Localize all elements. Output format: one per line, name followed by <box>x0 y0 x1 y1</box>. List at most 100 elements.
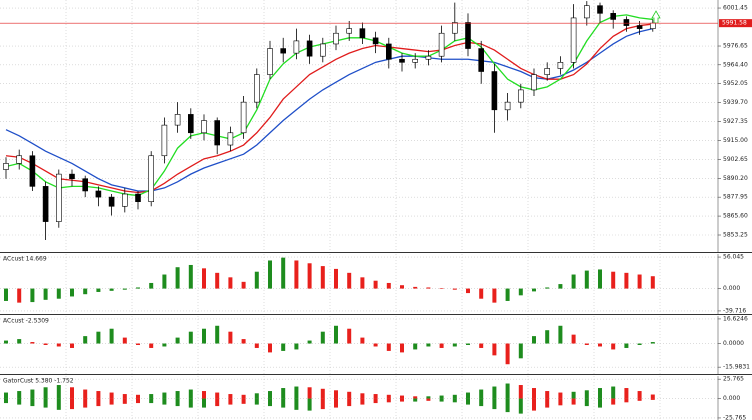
y-tick-label: 5939.70 <box>723 99 748 106</box>
candle-body <box>227 132 234 146</box>
gator-bar <box>545 391 550 399</box>
gator-bar <box>17 398 22 405</box>
moving-average <box>5 14 653 197</box>
candle-body <box>412 58 419 63</box>
histogram-bar <box>83 288 88 295</box>
gator-bar <box>294 386 299 399</box>
histogram-bar <box>584 270 589 289</box>
histogram-bar <box>624 343 629 348</box>
histogram-bar <box>584 343 589 345</box>
candle-body <box>267 48 273 75</box>
gator-bar <box>532 388 536 399</box>
y-tick-label: 5890.20 <box>723 175 748 182</box>
histogram-bar <box>426 287 431 289</box>
candle-body <box>95 190 102 198</box>
histogram-bar <box>532 288 536 292</box>
gator-bar <box>505 398 510 413</box>
y-tick-label: 5952.05 <box>723 80 748 87</box>
y-tick-label: 5877.95 <box>723 194 748 201</box>
gator-bar <box>532 398 536 411</box>
gator-bar <box>70 387 74 399</box>
candle-body <box>201 120 207 134</box>
gator-bar <box>136 398 140 404</box>
gator-bar <box>30 398 35 407</box>
gator-bar <box>373 394 378 399</box>
gator-bar <box>505 383 510 399</box>
histogram-bar <box>571 334 576 344</box>
gator-bar <box>598 388 602 399</box>
gator-bar <box>400 398 404 402</box>
histogram-bar <box>439 288 444 289</box>
gator-bar <box>452 394 457 399</box>
gator-bar <box>518 385 523 399</box>
gator-bar <box>334 398 338 408</box>
histogram-bar <box>294 343 299 350</box>
y-tick-label: -39.716 <box>723 307 746 314</box>
candle-body <box>425 55 432 60</box>
gator-bar <box>56 398 61 410</box>
histogram-bar <box>400 343 404 353</box>
histogram-bar <box>109 328 114 344</box>
histogram-bar <box>281 343 286 351</box>
candle-body <box>438 32 445 57</box>
candle-body <box>610 13 617 20</box>
gator-bar <box>650 394 655 399</box>
y-tick-label: -15.9831 <box>723 364 750 371</box>
gator-bar <box>320 398 325 410</box>
gator-bar <box>281 398 286 408</box>
histogram-bar <box>136 287 140 289</box>
gator-bar <box>571 398 576 405</box>
histogram-bar <box>70 343 74 348</box>
histogram-bar <box>228 277 233 289</box>
candle-body <box>293 40 300 54</box>
y-tick-label: 0.000 <box>723 285 740 292</box>
histogram-bar <box>162 343 167 347</box>
histogram-bar <box>122 288 127 290</box>
histogram-bar <box>637 274 642 289</box>
histogram-bar <box>281 257 286 289</box>
histogram-bar <box>347 328 352 344</box>
candle-body <box>451 22 458 34</box>
histogram-bar <box>545 287 550 289</box>
histogram-bar <box>637 343 642 345</box>
gator-bar <box>558 392 563 399</box>
gator-bar <box>96 391 101 399</box>
candle-body <box>597 5 603 14</box>
y-tick-label: 5964.40 <box>723 61 748 68</box>
gator-bar <box>426 398 431 401</box>
gator-bar <box>162 392 167 399</box>
candle-body <box>280 48 287 54</box>
candle-body <box>517 89 524 103</box>
candle-body <box>29 155 36 187</box>
gator-bar <box>413 398 418 402</box>
histogram-bar <box>492 343 497 356</box>
histogram-bar <box>17 339 22 344</box>
gator-bar <box>188 389 193 399</box>
candle-body <box>570 17 577 63</box>
gator-bar <box>254 398 259 405</box>
gator-bar <box>307 398 312 411</box>
gator-bar <box>650 398 655 400</box>
y-tick-label: 5865.60 <box>723 213 748 220</box>
histogram-bar <box>598 269 602 289</box>
histogram-bar <box>254 343 259 348</box>
candle-body <box>385 43 392 60</box>
candle-body <box>161 124 168 157</box>
histogram-bar <box>202 268 206 289</box>
candle-body <box>148 155 154 202</box>
gator-bar <box>122 398 127 404</box>
gator-bar <box>83 398 88 408</box>
y-tick-label: 5976.65 <box>723 43 748 50</box>
histogram-bar <box>228 331 233 344</box>
histogram-bar <box>466 343 470 345</box>
histogram-bar <box>175 267 180 289</box>
y-tick-label: 5915.00 <box>723 137 748 144</box>
candle-body <box>188 114 194 134</box>
gator-bar <box>43 398 48 408</box>
gator-bar <box>347 398 352 407</box>
candle-body <box>319 43 326 57</box>
y-tick-label: 25.765 <box>723 376 744 383</box>
candle-body <box>623 19 630 26</box>
gator-bar <box>518 398 523 414</box>
